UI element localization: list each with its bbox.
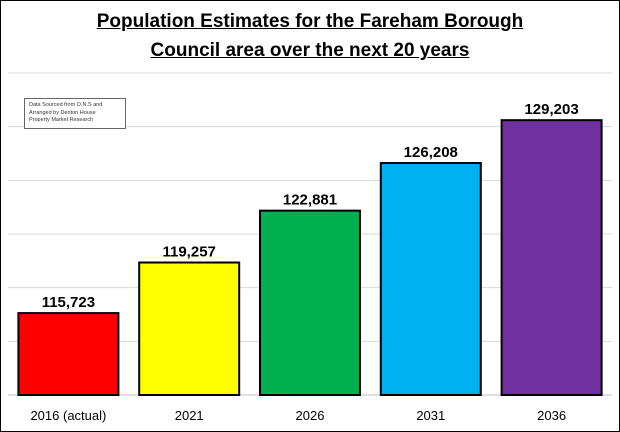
bar-2: [259, 209, 361, 396]
category-labels: 2016 (actual) 2021 2026 2031 2036: [30, 408, 566, 423]
category-label-2: 2026: [296, 408, 325, 423]
source-note-line-2: Arranged by Denton House: [29, 109, 96, 116]
bar-0: [17, 312, 120, 396]
category-label-4: 2036: [537, 408, 566, 423]
value-label-4: 129,203: [524, 101, 578, 118]
source-note: Data Sourced from O.N.S and Arranged by …: [24, 98, 126, 129]
value-label-2: 122,881: [283, 192, 337, 209]
value-labels: 115,723 119,257 122,881 126,208 129,203: [42, 101, 579, 311]
bar-3: [379, 162, 482, 396]
source-note-line-3: Property Market Research: [29, 117, 94, 123]
category-label-3: 2031: [416, 408, 445, 423]
bar-1: [138, 261, 241, 396]
bars: [17, 119, 603, 396]
category-label-0: 2016 (actual): [30, 408, 106, 423]
source-note-line-1: Data Sourced from O.N.S and: [29, 102, 103, 108]
category-label-1: 2021: [175, 408, 204, 423]
chart-title-line-2: Council area over the next 20 years: [150, 40, 470, 61]
value-label-3: 126,208: [404, 144, 458, 161]
value-label-0: 115,723: [42, 294, 95, 311]
chart-title-line-1: Population Estimates for the Fareham Bor…: [96, 11, 524, 32]
bar-4: [500, 119, 603, 396]
value-label-1: 119,257: [162, 244, 215, 261]
